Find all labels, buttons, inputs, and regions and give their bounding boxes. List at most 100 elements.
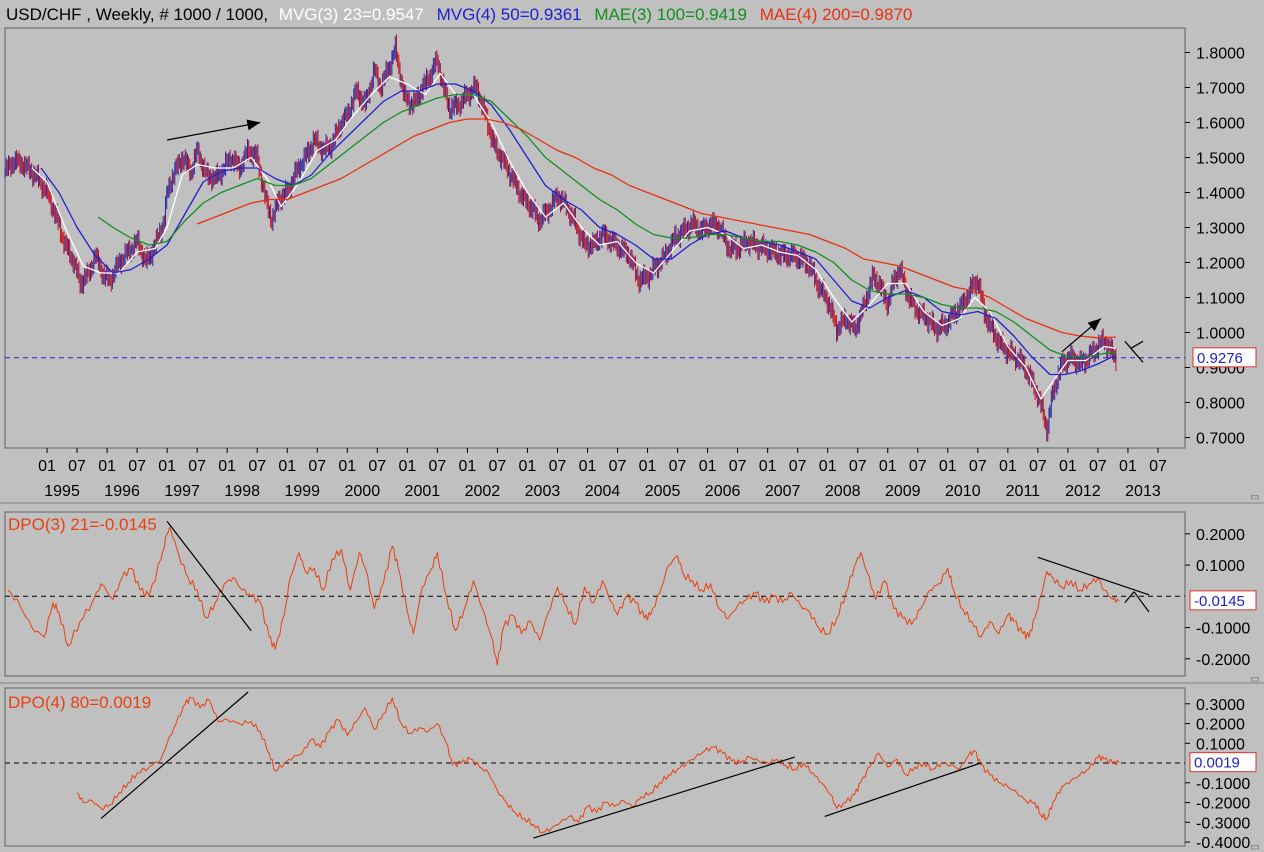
price-trendline (1124, 340, 1144, 363)
dpo21-y-tick-label: -0.2000 (1196, 652, 1250, 669)
price-ma-line-3 (97, 93, 1116, 358)
x-tick-label: 07 (549, 458, 567, 475)
dpo21-y-tick-label: 0.1000 (1196, 558, 1245, 575)
year-label: 2008 (825, 483, 861, 500)
price-y-tick-label: 1.5000 (1196, 151, 1245, 168)
x-tick-label: 07 (308, 458, 326, 475)
price-y-tick-label: 1.0000 (1196, 326, 1245, 343)
x-tick-label: 01 (458, 458, 476, 475)
year-label: 2012 (1065, 483, 1101, 500)
year-label: 2004 (585, 483, 621, 500)
dpo80-value-badge (1189, 752, 1257, 773)
dpo21-title: DPO(3) 21=-0.0145 (8, 515, 157, 534)
x-tick-label: 01 (218, 458, 236, 475)
price-y-tick-label: 0.7000 (1196, 431, 1245, 448)
year-label: 2007 (765, 483, 801, 500)
year-label: 2003 (525, 483, 561, 500)
price-y-tick-label: 1.6000 (1196, 116, 1245, 133)
year-label: 1997 (164, 483, 200, 500)
x-tick-label: 07 (428, 458, 446, 475)
price-y-tick-label: 1.7000 (1196, 81, 1245, 98)
x-tick-label: 07 (969, 458, 987, 475)
x-tick-label: 07 (909, 458, 927, 475)
x-tick-label: 07 (609, 458, 627, 475)
dpo80-y-tick-label: 0.1000 (1196, 736, 1245, 753)
year-label: 2010 (945, 483, 981, 500)
current-price-badge (1192, 347, 1257, 368)
dpo80-panel-frame (4, 687, 1186, 847)
year-label: 1999 (284, 483, 320, 500)
dpo21-line (7, 527, 1120, 666)
x-tick-label: 01 (879, 458, 897, 475)
dpo80-y-tick-label: -0.1000 (1196, 776, 1250, 793)
dpo21-trendline (1133, 591, 1150, 613)
dpo80-y-tick-label: 0.2000 (1196, 717, 1245, 734)
panel-corner-marker-1: ▭ (1250, 492, 1259, 503)
x-tick-label: 01 (519, 458, 537, 475)
header-symbol: USD/CHF , Weekly, # 1000 / 1000, (6, 5, 268, 24)
x-tick-label: 01 (338, 458, 356, 475)
year-label: 2005 (645, 483, 681, 500)
x-tick-label: 01 (639, 458, 657, 475)
year-label: 2011 (1006, 483, 1041, 500)
x-tick-label: 01 (939, 458, 957, 475)
price-y-tick-label: 1.4000 (1196, 186, 1245, 203)
x-tick-label: 01 (158, 458, 176, 475)
dpo80-trendline (100, 691, 249, 819)
x-tick-label: 01 (38, 458, 56, 475)
x-tick-label: 07 (248, 458, 266, 475)
dpo80-line (76, 696, 1120, 834)
price-y-tick-label: 1.3000 (1196, 221, 1245, 238)
dpo21-trendline (1124, 591, 1135, 603)
x-tick-label: 01 (699, 458, 717, 475)
x-tick-label: 07 (68, 458, 86, 475)
price-ma-line-2 (40, 83, 1117, 376)
trendline-arrowhead (1087, 318, 1101, 331)
year-label: 1995 (44, 483, 80, 500)
header-ma4: MAE(4) 200=0.9870 (760, 5, 913, 24)
dpo80-plot (5, 691, 1185, 839)
dpo21-panel-frame (4, 511, 1186, 677)
x-tick-label: 07 (789, 458, 807, 475)
x-tick-label: 01 (278, 458, 296, 475)
price-ma-line-4 (196, 118, 1116, 339)
dpo80-title: DPO(4) 80=0.0019 (8, 693, 151, 712)
x-tick-label: 01 (1059, 458, 1077, 475)
x-tick-label: 01 (999, 458, 1017, 475)
x-tick-label: 07 (1029, 458, 1047, 475)
dpo80-y-tick-label: -0.4000 (1196, 835, 1250, 852)
x-tick-label: 07 (1149, 458, 1167, 475)
dpo80-y-tick-label: -0.3000 (1196, 815, 1250, 832)
x-tick-label: 01 (98, 458, 116, 475)
price-y-tick-label: 1.2000 (1196, 256, 1245, 273)
year-label: 2002 (465, 483, 501, 500)
x-tick-label: 07 (368, 458, 386, 475)
price-y-tick-label: 0.8000 (1196, 396, 1245, 413)
panel-corner-marker-3: ▭ (1250, 842, 1259, 852)
year-label: 2009 (885, 483, 921, 500)
x-tick-label: 07 (729, 458, 747, 475)
x-tick-label: 01 (1119, 458, 1137, 475)
dpo21-trendline (166, 521, 252, 632)
year-label: 2013 (1125, 483, 1161, 500)
x-tick-label: 07 (128, 458, 146, 475)
x-tick-label: 07 (849, 458, 867, 475)
dpo80-value-label: 0.0019 (1194, 755, 1240, 772)
dpo80-y-tick-label: 0.3000 (1196, 697, 1245, 714)
x-tick-label: 07 (188, 458, 206, 475)
dpo21-trendline (1037, 556, 1150, 596)
x-tick-label: 07 (669, 458, 687, 475)
year-label: 2000 (345, 483, 381, 500)
current-price-label: 0.9276 (1197, 350, 1243, 367)
dpo21-plot (5, 521, 1185, 666)
dpo21-value-label: -0.0145 (1194, 593, 1245, 610)
header-ma2: MVG(4) 50=0.9361 (437, 5, 582, 24)
year-label: 1998 (224, 483, 260, 500)
x-tick-label: 01 (579, 458, 597, 475)
year-label: 2001 (405, 483, 441, 500)
dpo80-y-tick-label: -0.2000 (1196, 796, 1250, 813)
price-plot (4, 34, 1185, 442)
x-tick-label: 07 (489, 458, 507, 475)
chart-header: USD/CHF , Weekly, # 1000 / 1000, MVG(3) … (6, 5, 912, 24)
dpo21-y-tick-label: 0.2000 (1196, 527, 1245, 544)
